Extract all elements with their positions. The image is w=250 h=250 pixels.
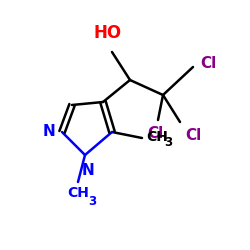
Text: CH: CH [67,186,89,200]
Text: 3: 3 [164,136,172,148]
Text: N: N [82,163,94,178]
Text: HO: HO [94,24,122,42]
Text: CH: CH [146,130,168,144]
Text: Cl: Cl [185,128,201,143]
Text: 3: 3 [88,195,96,208]
Text: N: N [42,124,55,140]
Text: Cl: Cl [200,56,216,70]
Text: Cl: Cl [147,126,163,141]
